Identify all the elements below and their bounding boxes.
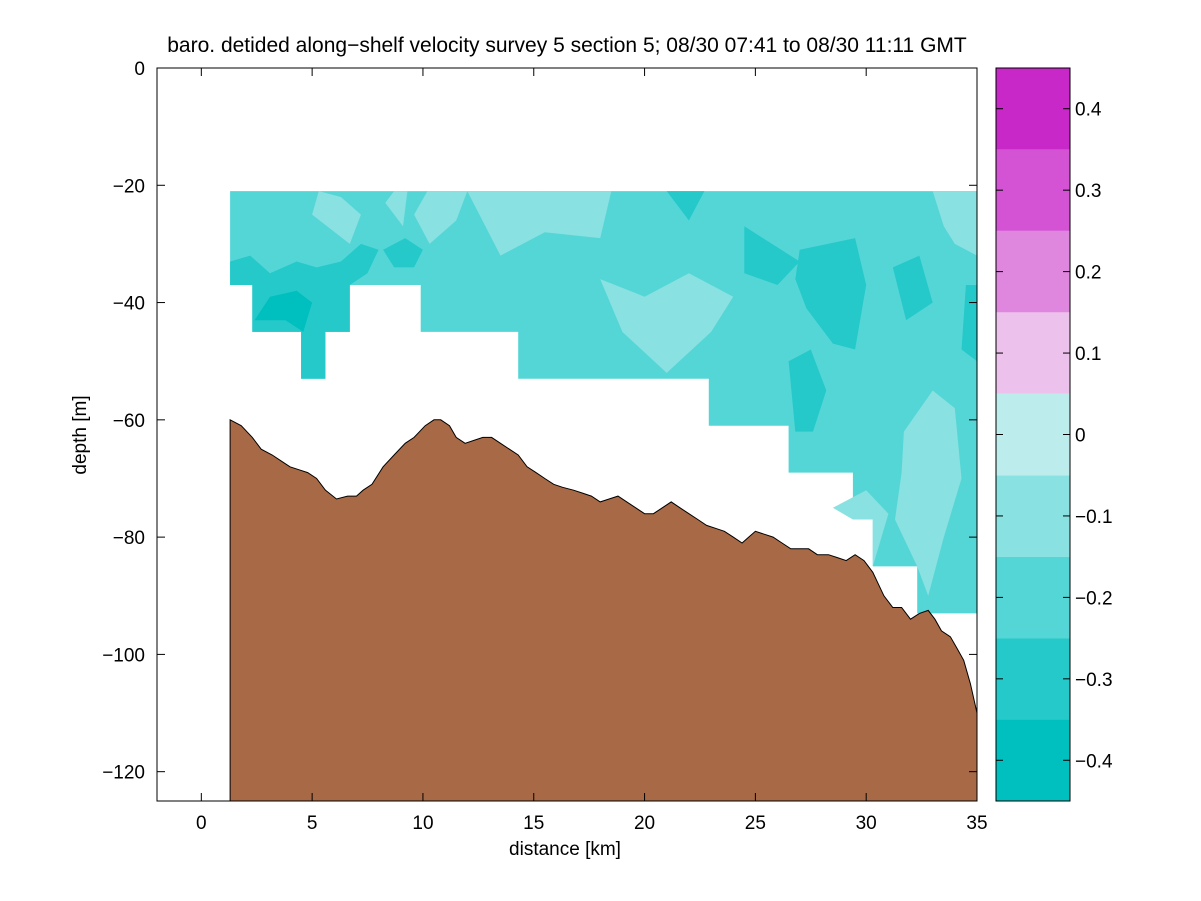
colorbar-tick-label: −0.4 bbox=[1075, 751, 1113, 772]
colorbar-band bbox=[996, 68, 1070, 150]
colorbar-tick-label: 0 bbox=[1075, 426, 1086, 447]
colorbar-tick-label: 0.3 bbox=[1075, 181, 1101, 202]
x-tick-label: 35 bbox=[966, 813, 987, 834]
x-tick-label: 5 bbox=[307, 813, 318, 834]
plot-frame bbox=[156, 67, 978, 802]
colorbar-band bbox=[996, 230, 1070, 313]
y-axis-ticks: 0 −20 −40 −60 −80 −100 −120 bbox=[102, 59, 977, 784]
colorbar-band bbox=[996, 638, 1070, 720]
velocity-patch bbox=[788, 349, 827, 432]
colorbar-band bbox=[996, 393, 1070, 476]
x-tick-label: 0 bbox=[196, 813, 207, 834]
x-tick-label: 30 bbox=[856, 813, 877, 834]
colorbar-tick-label: −0.2 bbox=[1075, 588, 1113, 609]
y-tick-label: −80 bbox=[113, 528, 145, 549]
y-tick-label: −60 bbox=[113, 411, 145, 432]
x-tick-label: 10 bbox=[412, 813, 433, 834]
velocity-field bbox=[230, 191, 977, 614]
colorbar-band bbox=[996, 149, 1070, 231]
velocity-patch bbox=[507, 191, 539, 239]
colorbar-tick-label: −0.3 bbox=[1075, 670, 1113, 691]
velocity-patch bbox=[666, 191, 705, 221]
plot-area bbox=[229, 191, 977, 801]
y-tick-label: −120 bbox=[102, 763, 145, 784]
velocity-patch bbox=[312, 191, 361, 244]
y-axis-label: depth [m] bbox=[70, 395, 91, 474]
velocity-patch bbox=[467, 191, 612, 256]
colorbar-band bbox=[996, 556, 1070, 639]
x-tick-label: 15 bbox=[523, 813, 544, 834]
y-tick-label: −20 bbox=[113, 176, 145, 197]
velocity-patch bbox=[383, 238, 423, 268]
x-axis-ticks: 0 5 10 15 20 25 30 35 bbox=[196, 68, 988, 834]
x-axis-label: distance [km] bbox=[509, 839, 621, 860]
velocity-patch bbox=[892, 255, 933, 321]
chart-title: baro. detided along−shelf velocity surve… bbox=[167, 34, 967, 57]
velocity-patch bbox=[414, 191, 468, 244]
y-tick-label: −40 bbox=[113, 294, 145, 315]
seafloor-bathymetry bbox=[229, 418, 977, 801]
velocity-patch bbox=[961, 285, 977, 362]
colorbar-tick-label: −0.1 bbox=[1075, 507, 1113, 528]
colorbar-tick-label: 0.4 bbox=[1075, 100, 1102, 121]
velocity-patch bbox=[744, 226, 800, 285]
velocity-patch bbox=[832, 490, 889, 567]
colorbar-band bbox=[996, 312, 1070, 394]
y-tick-label: 0 bbox=[134, 59, 145, 80]
colorbar-tick-label: 0.2 bbox=[1075, 263, 1101, 284]
colorbar: −0.4 −0.3 −0.2 −0.1 0 0.1 0.2 0.3 0.4 bbox=[995, 67, 1113, 802]
data-region bbox=[230, 191, 977, 614]
y-tick-label: −100 bbox=[102, 645, 145, 666]
velocity-patch bbox=[385, 191, 408, 227]
x-tick-label: 20 bbox=[634, 813, 655, 834]
colorbar-band bbox=[996, 475, 1070, 557]
velocity-patch bbox=[795, 238, 867, 350]
velocity-patch bbox=[254, 290, 313, 332]
x-tick-label: 25 bbox=[745, 813, 766, 834]
velocity-patch bbox=[895, 390, 962, 596]
colorbar-tick-label: 0.1 bbox=[1075, 344, 1101, 365]
velocity-patch bbox=[600, 273, 734, 373]
velocity-patch bbox=[932, 191, 977, 256]
colorbar-band bbox=[996, 719, 1070, 801]
